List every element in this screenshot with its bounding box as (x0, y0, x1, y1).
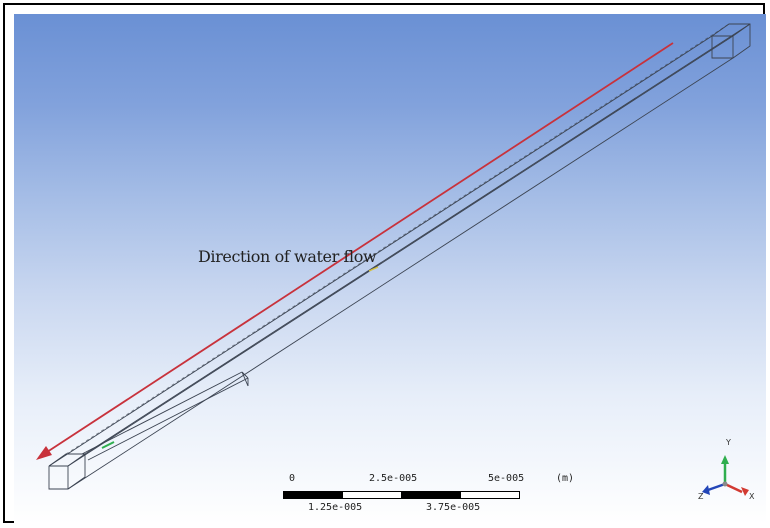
scale-tick-label-5e-005: 5e-005 (488, 473, 525, 484)
channel-wireframe-lines (48, 23, 751, 490)
scale-tick-label-2-5e-005: 2.5e-005 (369, 473, 418, 484)
scale-tick-label-1-25e-005: 1.25e-005 (308, 502, 363, 513)
scale-segment-2 (342, 491, 402, 499)
scale-unit-label: (m) (556, 473, 575, 484)
x-axis-label: X (749, 492, 755, 501)
figure-frame: Direction of water flow 0 2.5e-005 5e-00… (3, 3, 766, 524)
midpoint-marker (368, 266, 379, 272)
axis-triad[interactable]: Y Z X (697, 432, 757, 507)
flow-direction-label: Direction of water flow (198, 247, 377, 266)
scale-segment-3 (401, 491, 461, 499)
scale-segment-1 (283, 491, 343, 499)
inlet-marker (101, 441, 115, 449)
wireframe-channel (36, 23, 751, 490)
axis-triad-icon (702, 455, 749, 496)
scale-tick-label-0: 0 (289, 473, 296, 484)
y-axis-label: Y (726, 438, 731, 447)
z-axis-label: Z (698, 492, 704, 501)
scale-tick-label-3-75e-005: 3.75e-005 (426, 502, 481, 513)
flow-direction-arrow (36, 42, 674, 460)
scale-bar: 0 2.5e-005 5e-005 (m) 1.25e-005 3.75e-00… (280, 473, 580, 518)
scale-segment-4 (460, 491, 520, 499)
model-viewport[interactable]: Direction of water flow 0 2.5e-005 5e-00… (14, 14, 766, 524)
